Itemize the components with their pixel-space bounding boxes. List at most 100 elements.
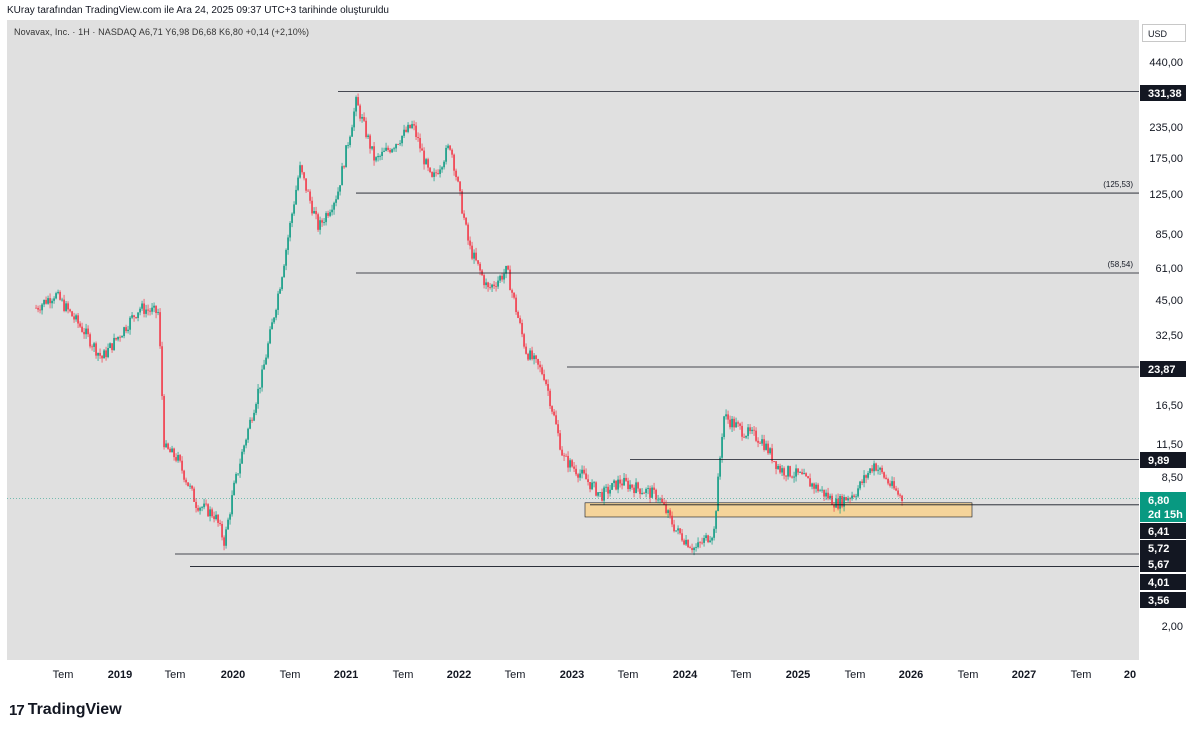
candle-body [247, 428, 249, 440]
candle-body [123, 327, 125, 337]
candle-body [61, 299, 63, 301]
candle-body [231, 495, 233, 515]
candle-body [591, 482, 593, 490]
candle-body [173, 448, 175, 458]
candle-body [857, 488, 859, 497]
candle-body [697, 542, 699, 548]
candle-body [419, 138, 421, 149]
candle-body [413, 124, 415, 126]
candle-body [483, 275, 485, 286]
candle-body [527, 353, 529, 360]
candle-body [497, 280, 499, 287]
candle-body [429, 167, 431, 172]
candle-body [615, 480, 617, 490]
candle-body [521, 322, 523, 335]
candle-body [839, 496, 841, 509]
candle-body [861, 481, 863, 483]
candle-body [721, 436, 723, 458]
candle-body [579, 473, 581, 478]
candle-body [761, 439, 763, 444]
candle-body [897, 490, 899, 495]
candle-body [563, 455, 565, 457]
candle-body [499, 275, 501, 281]
candle-body [901, 495, 903, 502]
candle-body [105, 350, 107, 358]
candle-body [97, 352, 99, 356]
candle-body [285, 249, 287, 266]
candle-body [151, 307, 153, 312]
candle-body [683, 540, 685, 545]
y-tick-label: 2,00 [1162, 621, 1183, 633]
candle-body [553, 411, 555, 416]
candle-body [537, 359, 539, 365]
candle-body [335, 199, 337, 203]
chart-pane[interactable] [7, 20, 1139, 660]
x-tick-label: 2022 [447, 669, 471, 681]
candle-body [77, 315, 79, 324]
candle-body [541, 367, 543, 375]
price-label-text: 6,80 [1148, 495, 1169, 507]
candle-body [535, 355, 537, 360]
candle-body [53, 298, 55, 301]
candle-body [515, 297, 517, 312]
candle-body [727, 414, 729, 420]
candle-body [187, 482, 189, 487]
candle-body [673, 524, 675, 532]
candle-body [295, 189, 297, 205]
candle-body [135, 317, 137, 318]
candle-body [337, 191, 339, 200]
candle-body [647, 488, 649, 489]
candle-body [229, 514, 231, 520]
candle-body [807, 476, 809, 479]
candle-body [139, 308, 141, 313]
candle-body [477, 260, 479, 264]
candle-body [809, 478, 811, 487]
candle-body [317, 214, 319, 230]
candle-body [149, 310, 151, 312]
candle-body [753, 429, 755, 431]
y-tick-label: 32,50 [1155, 330, 1183, 342]
candle-body [449, 145, 451, 150]
candle-body [581, 469, 583, 474]
candle-body [435, 172, 437, 174]
candle-body [517, 311, 519, 318]
candle-body [81, 326, 83, 332]
candle-body [883, 472, 885, 478]
candle-body [169, 448, 171, 453]
candle-body [63, 299, 65, 311]
candle-body [525, 346, 527, 354]
candle-body [51, 300, 53, 304]
candle-body [717, 476, 719, 512]
candle-body [157, 312, 159, 314]
candle-body [305, 178, 307, 191]
candle-body [651, 487, 653, 498]
candle-body [785, 475, 787, 477]
tradingview-logo[interactable]: 17 TradingView [9, 701, 122, 719]
candle-body [811, 483, 813, 487]
y-tick-label: 61,00 [1155, 263, 1183, 275]
currency-button[interactable]: USD [1142, 24, 1186, 42]
candle-body [663, 501, 665, 505]
candle-body [343, 166, 345, 168]
candle-body [513, 292, 515, 298]
candle-body [397, 144, 399, 145]
candle-body [567, 455, 569, 468]
time-axis[interactable] [7, 660, 1139, 690]
candle-body [277, 293, 279, 310]
candle-body [831, 495, 833, 505]
candle-body [841, 496, 843, 507]
candle-body [619, 479, 621, 484]
candle-body [843, 497, 845, 507]
candle-body [605, 486, 607, 488]
support-zone [584, 502, 973, 518]
candle-body [55, 293, 57, 299]
candle-body [283, 265, 285, 278]
candle-body [315, 211, 317, 215]
candle-body [361, 116, 363, 119]
candle-body [787, 466, 789, 477]
candle-body [469, 240, 471, 246]
candle-body [789, 466, 791, 477]
candle-body [71, 311, 73, 317]
candle-body [373, 146, 375, 161]
candle-body [353, 111, 355, 128]
